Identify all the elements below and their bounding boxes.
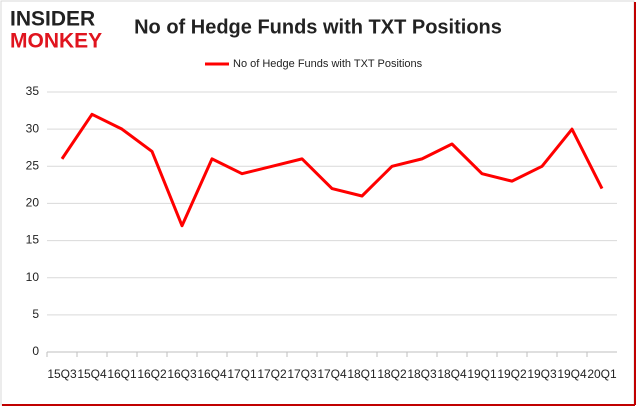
y-tick-label: 15 xyxy=(26,233,40,247)
x-tick-label: 18Q3 xyxy=(407,367,437,381)
x-tick-label: 17Q4 xyxy=(317,367,347,381)
legend-label: No of Hedge Funds with TXT Positions xyxy=(233,58,423,70)
y-tick-label: 20 xyxy=(26,196,40,210)
x-tick-label: 19Q2 xyxy=(497,367,527,381)
data-line xyxy=(60,112,604,228)
y-tick-label: 10 xyxy=(26,270,40,284)
y-tick-label: 0 xyxy=(32,344,39,358)
x-tick-label: 18Q2 xyxy=(377,367,407,381)
x-tick-label: 18Q1 xyxy=(347,367,377,381)
x-tick-label: 17Q2 xyxy=(257,367,287,381)
y-tick-label: 25 xyxy=(26,158,40,172)
x-tick-label: 15Q3 xyxy=(47,367,77,381)
x-tick-label: 15Q4 xyxy=(77,367,107,381)
x-tick-label: 18Q4 xyxy=(437,367,467,381)
x-tick-label: 16Q1 xyxy=(107,367,137,381)
y-tick-label: 30 xyxy=(26,121,40,135)
x-tick-label: 20Q1 xyxy=(587,367,617,381)
x-tick-label: 19Q4 xyxy=(557,367,587,381)
x-tick-label: 16Q3 xyxy=(167,367,197,381)
y-tick-label: 35 xyxy=(26,84,40,98)
x-tick-label: 17Q1 xyxy=(227,367,257,381)
chart-title: No of Hedge Funds with TXT Positions xyxy=(134,16,502,38)
x-tick-label: 17Q3 xyxy=(287,367,317,381)
y-tick-label: 5 xyxy=(32,307,39,321)
x-tick-label: 19Q3 xyxy=(527,367,557,381)
x-tick-label: 16Q4 xyxy=(197,367,227,381)
x-tick-label: 19Q1 xyxy=(467,367,497,381)
x-tick-label: 16Q2 xyxy=(137,367,167,381)
logo-line1: INSIDER xyxy=(10,8,95,31)
logo-line2: MONKEY xyxy=(10,30,102,53)
